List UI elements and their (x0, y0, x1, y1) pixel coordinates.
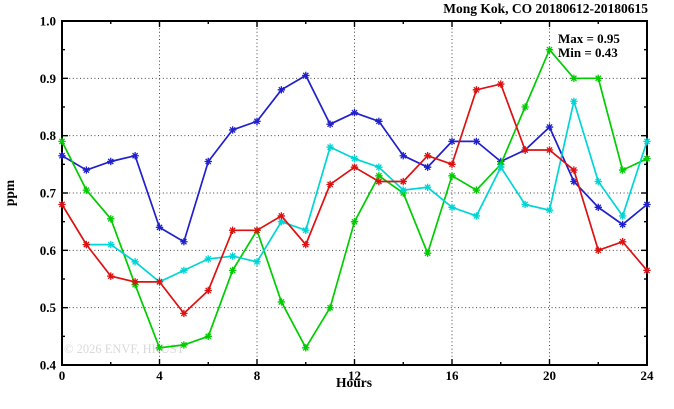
x-tick-label-12: 12 (348, 368, 361, 383)
x-tick-label-16: 16 (446, 368, 460, 383)
y-tick-label-0.8: 0.8 (40, 128, 57, 143)
x-tick-label-4: 4 (156, 368, 163, 383)
y-tick-label-0.4: 0.4 (40, 358, 57, 373)
series-line-cyan (86, 97, 648, 283)
y-tick-label-0.7: 0.7 (40, 186, 57, 201)
y-tick-label-1: 1.0 (40, 14, 56, 29)
y-axis-label: ppm (2, 179, 17, 206)
x-tick-label-20: 20 (543, 368, 556, 383)
annotation-max: Max = 0.95 (558, 31, 620, 46)
x-tick-label-8: 8 (254, 368, 261, 383)
annotation-min: Min = 0.43 (558, 45, 618, 60)
series-markers-red (58, 80, 651, 318)
plot-border (61, 20, 648, 366)
chart-title: Mong Kok, CO 20180612-20180615 (443, 1, 648, 16)
watermark: © 2026 ENVF, HKUST (64, 342, 185, 356)
y-tick-label-0.6: 0.6 (40, 243, 57, 258)
x-tick-label-0: 0 (59, 368, 66, 383)
y-tick-label-0.9: 0.9 (40, 71, 57, 86)
series-markers-cyan (82, 97, 651, 286)
x-axis-label: Hours (336, 375, 372, 390)
plot-area: 0 4 8 12 16 20 24 0.4 0.5 0.6 0.7 0.8 0.9 1.0 (40, 14, 654, 384)
x-tick-label-24: 24 (641, 368, 655, 383)
y-tick-label-0.5: 0.5 (40, 300, 57, 315)
